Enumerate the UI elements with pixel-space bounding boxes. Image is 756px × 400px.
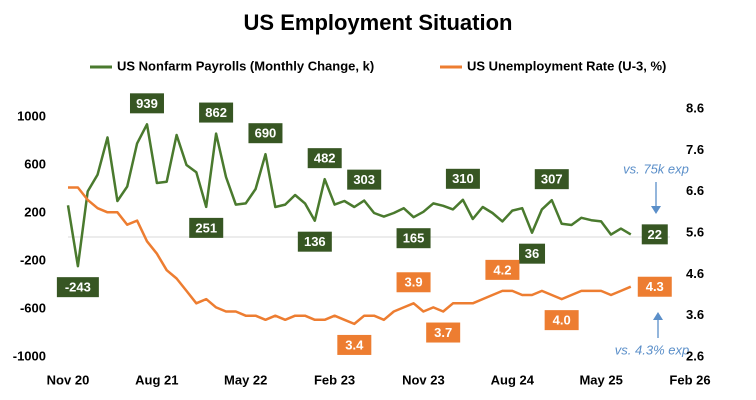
x-tick-label: Aug 21 bbox=[135, 372, 178, 387]
y-tick-label: -200 bbox=[20, 252, 46, 267]
data-label: 3.7 bbox=[434, 325, 452, 340]
data-label: 307 bbox=[541, 172, 563, 187]
x-tick-label: Feb 26 bbox=[669, 372, 710, 387]
data-label: 482 bbox=[314, 151, 336, 166]
data-label: 36 bbox=[525, 246, 539, 261]
data-label-box bbox=[396, 272, 431, 293]
y-tick-label: 600 bbox=[24, 156, 46, 171]
y2-tick-label: 3.6 bbox=[686, 307, 704, 322]
data-label: 251 bbox=[195, 220, 217, 235]
data-label: 862 bbox=[205, 105, 227, 120]
data-label: 310 bbox=[452, 171, 474, 186]
y2-tick-label: 8.6 bbox=[686, 100, 704, 115]
y2-tick-label: 6.6 bbox=[686, 183, 704, 198]
data-label-box bbox=[396, 228, 431, 249]
annotation-arrow bbox=[651, 182, 661, 214]
data-label-box bbox=[248, 123, 283, 144]
data-label-box bbox=[445, 168, 480, 189]
data-label-box bbox=[129, 93, 164, 114]
y2-tick-label: 5.6 bbox=[686, 224, 704, 239]
y-tick-label: -1000 bbox=[13, 348, 46, 363]
data-label: 303 bbox=[353, 172, 375, 187]
data-label-box bbox=[199, 102, 234, 123]
data-label: 939 bbox=[136, 96, 158, 111]
x-tick-label: Nov 23 bbox=[402, 372, 445, 387]
series-line bbox=[68, 186, 632, 326]
data-label-box bbox=[519, 243, 546, 264]
data-label: 3.4 bbox=[345, 337, 364, 352]
y-tick-label: 200 bbox=[24, 204, 46, 219]
data-label: 690 bbox=[255, 126, 277, 141]
data-label: 4.2 bbox=[493, 262, 511, 277]
y-tick-label: -600 bbox=[20, 300, 46, 315]
data-label-box bbox=[485, 259, 520, 280]
y2-tick-label: 4.6 bbox=[686, 266, 704, 281]
data-label-box bbox=[534, 169, 569, 190]
data-label-box bbox=[307, 148, 342, 169]
x-tick-label: Nov 20 bbox=[47, 372, 90, 387]
x-tick-label: May 25 bbox=[579, 372, 622, 387]
data-label: 22 bbox=[648, 227, 662, 242]
data-label: 4.0 bbox=[553, 313, 571, 328]
y2-tick-label: 7.6 bbox=[686, 142, 704, 157]
legend-label: US Unemployment Rate (U-3, %) bbox=[467, 58, 666, 73]
x-tick-label: May 22 bbox=[224, 372, 267, 387]
annotation: vs. 4.3% exp bbox=[615, 342, 689, 357]
annotation: vs. 75k exp bbox=[623, 161, 689, 176]
data-label-box bbox=[347, 169, 382, 190]
data-label-box bbox=[637, 276, 672, 297]
data-label: 4.3 bbox=[646, 279, 664, 294]
y-tick-label: 1000 bbox=[17, 108, 46, 123]
data-label-box bbox=[297, 231, 332, 252]
data-label-box bbox=[337, 334, 372, 355]
x-tick-label: Feb 23 bbox=[314, 372, 355, 387]
data-label-box bbox=[544, 310, 579, 331]
chart-title: US Employment Situation bbox=[244, 10, 513, 35]
annotation-arrow bbox=[653, 312, 663, 338]
data-label: 165 bbox=[403, 231, 425, 246]
data-label-box bbox=[641, 224, 668, 245]
legend-label: US Nonfarm Payrolls (Monthly Change, k) bbox=[117, 58, 374, 73]
data-label: -243 bbox=[65, 280, 91, 295]
series-line bbox=[66, 123, 632, 268]
data-label-box bbox=[189, 217, 224, 238]
data-label-box bbox=[56, 277, 99, 298]
data-label-box bbox=[426, 322, 461, 343]
data-label: 136 bbox=[304, 234, 326, 249]
x-tick-label: Aug 24 bbox=[491, 372, 535, 387]
data-label: 3.9 bbox=[405, 275, 423, 290]
y2-tick-label: 2.6 bbox=[686, 348, 704, 363]
